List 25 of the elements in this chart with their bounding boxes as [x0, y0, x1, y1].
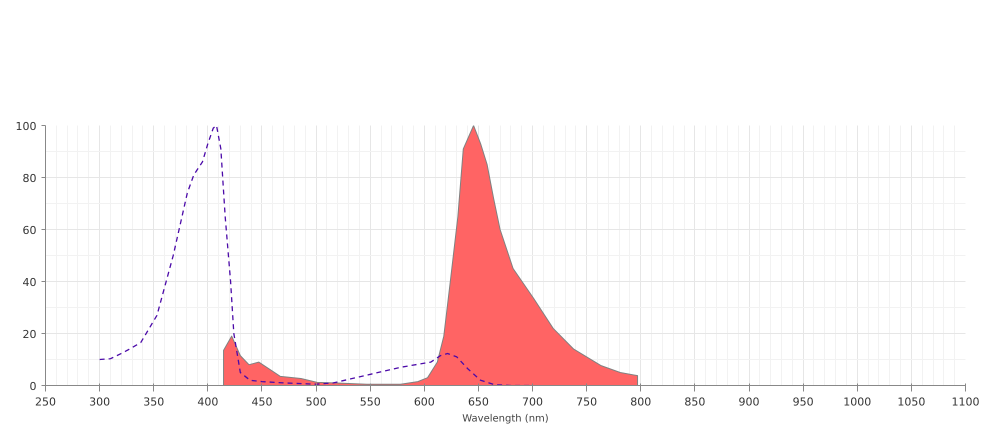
y-tick-label: 20 [22, 328, 37, 341]
x-tick-label: 900 [738, 396, 760, 408]
x-tick-label: 350 [143, 396, 164, 408]
x-tick-label: 450 [251, 396, 272, 408]
y-tick-label: 60 [22, 224, 37, 237]
x-axis-title: Wavelength (nm) [462, 414, 549, 424]
x-tick-label: 300 [89, 396, 110, 408]
x-tick-label: 500 [306, 396, 327, 408]
x-tick-label: 250 [35, 396, 56, 408]
x-tick-label: 950 [792, 396, 814, 408]
x-tick-label: 400 [197, 396, 218, 408]
x-tick-label: 700 [522, 396, 544, 408]
x-tick-label: 750 [576, 396, 598, 408]
x-tick-label: 600 [414, 396, 435, 408]
y-tick-label: 40 [22, 276, 37, 289]
x-tick-label: 850 [684, 396, 706, 408]
y-tick-label: 80 [22, 172, 37, 185]
y-tick-label: 0 [30, 380, 36, 393]
x-tick-label: 1050 [897, 396, 926, 408]
y-tick-label: 100 [16, 120, 37, 133]
x-tick-label: 650 [468, 396, 489, 408]
x-tick-label: 1000 [843, 396, 872, 408]
x-tick-label: 1100 [952, 396, 980, 408]
x-tick-label: 550 [360, 396, 381, 408]
x-tick-label: 800 [630, 396, 652, 408]
